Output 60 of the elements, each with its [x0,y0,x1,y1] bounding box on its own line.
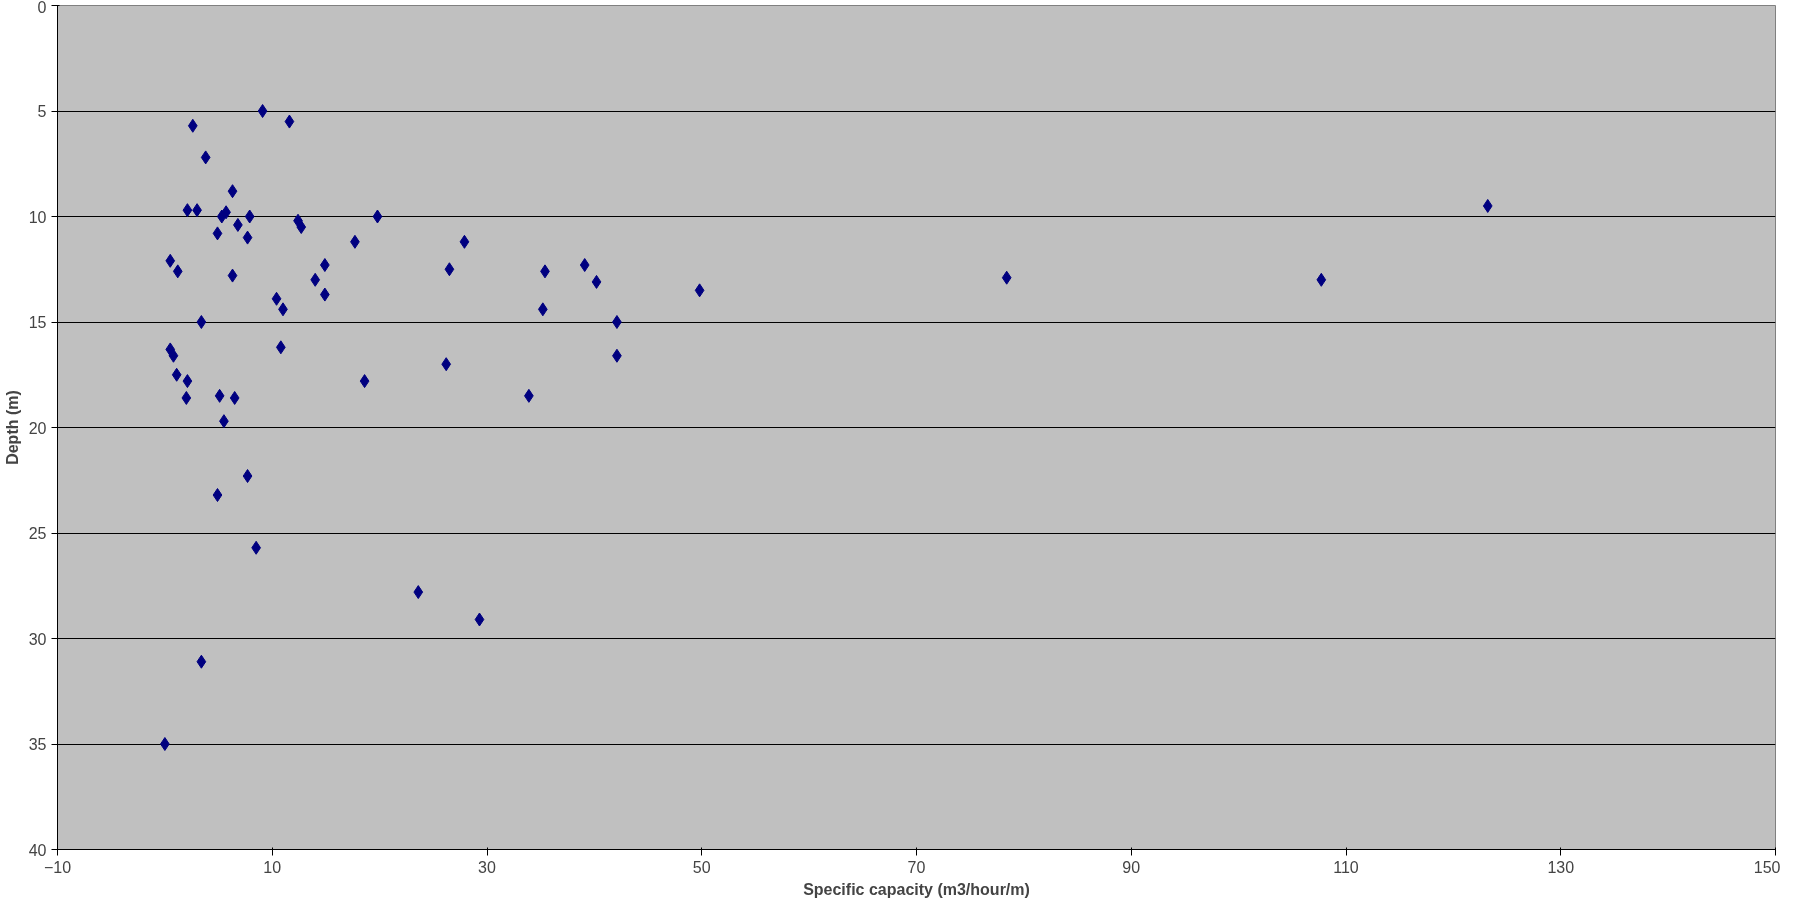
x-tick-label: 70 [907,858,926,876]
point [172,264,183,279]
point [271,291,282,306]
point [1316,272,1327,287]
point [359,374,370,389]
point [612,315,622,329]
point [242,469,253,484]
point [694,283,705,298]
x-axis-title: Specific capacity (m3/hour/m) [803,880,1030,898]
point [196,315,207,329]
point [171,367,182,382]
point [1482,198,1493,213]
point [165,253,176,268]
point [196,654,207,669]
point [168,348,179,363]
point [441,357,452,372]
point [212,226,223,241]
point [459,234,470,249]
point [579,258,590,273]
x-tick-label: 50 [692,858,711,876]
point [1001,270,1012,285]
point [227,268,238,283]
y-tick-label: 15 [28,314,47,331]
point [474,612,485,627]
y-tick-label: 0 [37,0,47,16]
point [227,184,238,199]
x-tick-label: 90 [1122,858,1141,876]
point [182,374,193,389]
point [212,488,223,503]
x-tick-label: −10 [43,858,72,876]
point [242,230,253,245]
point [181,390,192,405]
y-tick-label: 40 [28,841,47,859]
y-tick-label: 25 [28,525,47,542]
x-tick-label: 130 [1547,858,1575,876]
point [187,118,198,133]
point [444,262,455,277]
point [413,585,424,600]
point [310,272,321,287]
point [200,150,211,165]
y-tick-label: 10 [28,208,47,226]
point [229,390,240,405]
x-tick-label: 30 [478,858,496,876]
y-tick-label: 20 [28,419,47,437]
point [214,388,225,403]
y-tick-label: 35 [28,736,47,753]
y-tick-label: 5 [37,103,47,120]
x-tick-label: 150 [1753,858,1781,876]
y-axis-title: Depth (m) [3,390,21,465]
y-tick-label: 30 [28,630,47,648]
point [296,220,307,235]
point [160,737,170,751]
point [284,114,295,129]
point [591,274,602,289]
point [244,209,255,224]
x-tick-label: 10 [263,858,282,876]
point [257,104,268,118]
point [372,209,383,224]
point [182,203,193,218]
x-tick-label: 110 [1333,858,1359,876]
